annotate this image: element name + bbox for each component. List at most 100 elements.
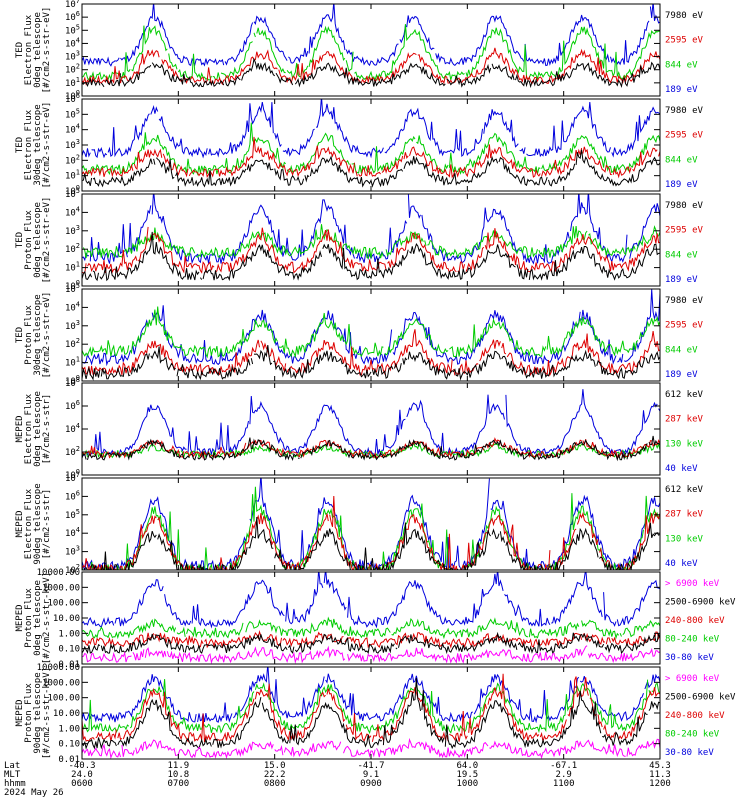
plot-area [82, 289, 660, 381]
y-tick-label: 10.00 [53, 614, 80, 624]
plot-area [82, 478, 660, 570]
legend-30-80-kev: 30-80 keV [665, 653, 714, 663]
y-axis-label-line: [#/cm2-s-str-keV] [42, 572, 52, 664]
x-tick-label-mlt: 2.9 [556, 770, 572, 780]
y-axis-label-line: Proton Flux [24, 210, 34, 270]
x-tick-label-mlt: 10.8 [167, 770, 189, 780]
x-tick-label-lat: 11.9 [167, 761, 189, 771]
panel-6: 102 103 104 105 106 107 MEPED Electron Flux 90de… [15, 471, 704, 576]
x-tick-label-hhmm: 0800 [264, 779, 286, 789]
y-tick-label: 103 [65, 50, 80, 63]
y-axis-label-line: [#/cm2-s-str-keV] [42, 667, 52, 759]
panel-frame [81, 3, 661, 97]
series-189-ev [82, 4, 660, 67]
y-axis-label-line: 0deg telescope [33, 12, 43, 88]
y-tick-label: 105 [65, 508, 80, 521]
y-tick-label: 1000.00 [42, 583, 80, 593]
y-axis-label-line: [#/cm2-s-str-eV] [42, 7, 52, 94]
legend-7980-ev: 7980 eV [665, 11, 704, 21]
y-axis-label-line: TED [15, 42, 25, 58]
series-2595-ev [82, 136, 660, 179]
y-tick-label: 103 [65, 319, 80, 332]
x-tick-label-lat: -40.3 [68, 761, 95, 771]
y-tick-label: 1.00 [58, 724, 80, 734]
panel-3: 100 101 102 103 104 105 TED Proton Flux 0deg tel… [15, 187, 704, 292]
x-axis-row-label: hhmm [4, 779, 26, 789]
y-axis-label-line: 0deg telescope [33, 202, 43, 278]
y-axis-label-line: Electron Flux [24, 393, 34, 464]
y-axis-label-line: [#/cm2-s-str-eV] [42, 102, 52, 189]
legend--6900-kev: > 6900 keV [665, 674, 720, 684]
y-tick-label: 0.01 [58, 660, 80, 670]
y-tick-label: 104 [65, 36, 80, 49]
y-axis-label-line: 90deg telescope [33, 672, 43, 753]
series-30-80-kev [82, 667, 660, 724]
legend-130-kev: 130 keV [665, 439, 704, 449]
y-tick-label: 106 [65, 399, 80, 412]
series-2595-ev [82, 329, 660, 377]
plot-area [82, 194, 660, 282]
y-axis-label-line: MEPED [15, 604, 25, 631]
y-tick-label: 104 [65, 205, 80, 218]
y-tick-label: 107 [65, 0, 80, 10]
y-axis-label: MEPED Electron Flux 0deg telescope [#/cm2-s… [15, 391, 52, 467]
y-axis-label-line: 0deg telescope [33, 580, 43, 656]
x-tick-label-hhmm: 0600 [71, 779, 93, 789]
y-tick-label: 100 [65, 89, 80, 102]
legend-2595-ev: 2595 eV [665, 321, 704, 331]
legend-80-240-kev: 80-240 keV [665, 635, 720, 645]
y-axis-label-line: MEPED [15, 415, 25, 442]
plot-area [82, 667, 660, 759]
y-axis-label: TED Proton Flux 30deg telescope [#/cm2-s-st… [15, 292, 52, 379]
y-tick-label: 102 [65, 563, 80, 576]
legend-40-kev: 40 keV [665, 559, 698, 569]
y-axis-label-line: MEPED [15, 699, 25, 726]
series-80-240-kev [82, 616, 660, 640]
x-axis-row-label: Lat [4, 761, 20, 771]
y-axis-label: MEPED Electron Flux 90deg telescope [#/cm2-… [15, 483, 52, 564]
x-tick-label-lat: -41.7 [357, 761, 384, 771]
legend-2500-6900-kev: 2500-6900 keV [665, 598, 736, 608]
legend-844-ev: 844 eV [665, 345, 698, 355]
panel-4: 100 101 102 103 104 105 TED Proton Flux 30deg te… [15, 282, 704, 387]
panel-7: 0.010.101.0010.00100.001000.0010000.00ME… [15, 568, 736, 670]
y-axis-label: TED Proton Flux 0deg telescope [#/cm2-s-str… [15, 197, 52, 284]
legend-30-80-kev: 30-80 keV [665, 748, 714, 758]
series-844-ev [82, 122, 660, 176]
series-844-ev [82, 306, 660, 359]
x-tick-label-mlt: 11.3 [649, 770, 671, 780]
series-7980-ev [82, 57, 660, 89]
y-tick-label: 106 [65, 92, 80, 105]
legend-844-ev: 844 eV [665, 60, 698, 70]
x-tick-label-lat: 64.0 [456, 761, 478, 771]
x-tick-label-hhmm: 1100 [553, 779, 575, 789]
y-axis-label: TED Electron Flux 30deg telescope [#/cm2-s-… [15, 102, 52, 189]
y-tick-label: 100 [65, 468, 80, 481]
legend-844-ev: 844 eV [665, 155, 698, 165]
y-tick-label: 100.00 [47, 694, 80, 704]
legend-189-ev: 189 eV [665, 180, 698, 190]
y-axis-label-line: Electron Flux [24, 488, 34, 559]
x-tick-label-hhmm: 0900 [360, 779, 382, 789]
x-axis-row-label: MLT [4, 770, 21, 780]
y-tick-label: 106 [65, 489, 80, 502]
y-axis-label-line: Proton Flux [24, 683, 34, 743]
legend-612-kev: 612 keV [665, 485, 704, 495]
legend-189-ev: 189 eV [665, 370, 698, 380]
panel-frame [81, 193, 661, 287]
legend-7980-ev: 7980 eV [665, 106, 704, 116]
legend-80-240-kev: 80-240 keV [665, 730, 720, 740]
y-axis-label: TED Electron Flux 0deg telescope [#/cm2-s-s… [15, 7, 52, 94]
y-tick-label: 103 [65, 545, 80, 558]
series-2500-6900-kev [82, 677, 660, 750]
y-tick-label: 104 [65, 526, 80, 539]
y-axis-label-line: MEPED [15, 510, 25, 537]
plot-area [82, 99, 660, 188]
series-612-kev [82, 435, 660, 462]
y-tick-label: 0.10 [58, 645, 80, 655]
series-2500-6900-kev [82, 631, 660, 655]
y-tick-label: 103 [65, 138, 80, 151]
legend-240-800-kev: 240-800 keV [665, 616, 725, 626]
y-axis-label-line: Proton Flux [24, 588, 34, 648]
